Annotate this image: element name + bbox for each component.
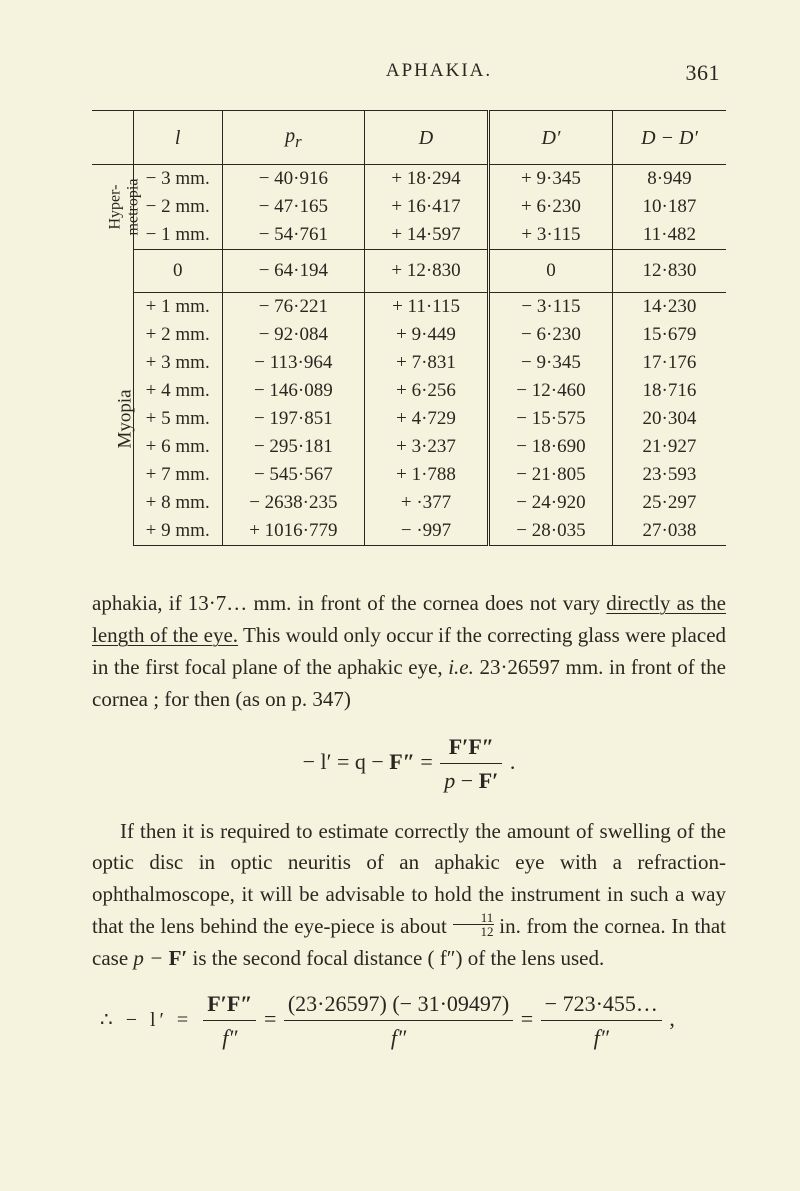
cell: + 3·115 (488, 221, 612, 250)
cell: 0 (488, 250, 612, 293)
cell: + 11·115 (365, 293, 489, 322)
cell: + 3 mm. (133, 349, 222, 377)
col-Dp: D′ (488, 111, 612, 165)
table-row: 0− 64·194+ 12·830012·830 (92, 250, 726, 293)
cell: + 9 mm. (133, 517, 222, 546)
cell: − 113·964 (222, 349, 364, 377)
cell: − 64·194 (222, 250, 364, 293)
data-table: l pr D D′ D − D′ Hyper-metropia− 3 mm.− … (92, 110, 726, 546)
table-row: + 3 mm.− 113·964+ 7·831− 9·34517·176 (92, 349, 726, 377)
formula-1: − l′ = q − F″ = F′F″p − F′ . (92, 730, 726, 798)
cell: 10·187 (612, 193, 726, 221)
cell: − 197·851 (222, 405, 364, 433)
cell: 20·304 (612, 405, 726, 433)
table-row: + 5 mm.− 197·851+ 4·729− 15·57520·304 (92, 405, 726, 433)
table-header-row: l pr D D′ D − D′ (92, 111, 726, 165)
table-row: + 6 mm.− 295·181+ 3·237− 18·69021·927 (92, 433, 726, 461)
cell: 23·593 (612, 461, 726, 489)
table-row: + 8 mm.− 2638·235+ ·377− 24·92025·297 (92, 489, 726, 517)
cell: + 14·597 (365, 221, 489, 250)
cell: 18·716 (612, 377, 726, 405)
cell: 27·038 (612, 517, 726, 546)
table-body: Hyper-metropia− 3 mm.− 40·916+ 18·294+ 9… (92, 165, 726, 546)
cell: − 47·165 (222, 193, 364, 221)
cell: + 1 mm. (133, 293, 222, 322)
cell: + 4·729 (365, 405, 489, 433)
cell: + 1016·779 (222, 517, 364, 546)
cell: − 18·690 (488, 433, 612, 461)
cell: 25·297 (612, 489, 726, 517)
header-title: APHAKIA. (98, 60, 660, 86)
cell: 0 (133, 250, 222, 293)
col-Diff: D − D′ (612, 111, 726, 165)
cell: − 545·567 (222, 461, 364, 489)
group-label-myopia: Myopia (92, 293, 133, 546)
cell: − 2638·235 (222, 489, 364, 517)
cell: + 16·417 (365, 193, 489, 221)
col-l: l (133, 111, 222, 165)
cell: + 6·256 (365, 377, 489, 405)
cell: − 146·089 (222, 377, 364, 405)
cell: − 21·805 (488, 461, 612, 489)
cell: + 3·237 (365, 433, 489, 461)
cell: − 2 mm. (133, 193, 222, 221)
col-pr: pr (222, 111, 364, 165)
cell: − 54·761 (222, 221, 364, 250)
table-row: Hyper-metropia− 3 mm.− 40·916+ 18·294+ 9… (92, 165, 726, 194)
paragraph-1: aphakia, if 13·7… mm. in front of the co… (92, 588, 726, 716)
cell: − 3 mm. (133, 165, 222, 194)
cell: − 76·221 (222, 293, 364, 322)
page: APHAKIA. 361 l pr D D′ D − D′ Hyper-metr… (0, 0, 800, 1191)
page-number: 361 (660, 60, 720, 86)
cell: + ·377 (365, 489, 489, 517)
cell: + 4 mm. (133, 377, 222, 405)
cell: + 5 mm. (133, 405, 222, 433)
cell: + 6·230 (488, 193, 612, 221)
cell: + 9·345 (488, 165, 612, 194)
col-D: D (365, 111, 489, 165)
cell: + 1·788 (365, 461, 489, 489)
formula-2: ∴ − l′ = F′F″f″ = (23·26597) (− 31·09497… (92, 987, 726, 1055)
table-row: − 2 mm.− 47·165+ 16·417+ 6·23010·187 (92, 193, 726, 221)
table-row: + 4 mm.− 146·089+ 6·256− 12·46018·716 (92, 377, 726, 405)
cell: 8·949 (612, 165, 726, 194)
cell: − ·997 (365, 517, 489, 546)
cell: − 3·115 (488, 293, 612, 322)
running-head: APHAKIA. 361 (92, 60, 726, 86)
table-row: − 1 mm.− 54·761+ 14·597+ 3·11511·482 (92, 221, 726, 250)
cell: − 12·460 (488, 377, 612, 405)
cell: + 8 mm. (133, 489, 222, 517)
body-text: aphakia, if 13·7… mm. in front of the co… (92, 588, 726, 1055)
cell: + 12·830 (365, 250, 489, 293)
cell: 21·927 (612, 433, 726, 461)
cell: + 7 mm. (133, 461, 222, 489)
cell: + 18·294 (365, 165, 489, 194)
cell: + 2 mm. (133, 321, 222, 349)
table-row: + 2 mm.− 92·084+ 9·449− 6·23015·679 (92, 321, 726, 349)
cell: − 28·035 (488, 517, 612, 546)
group-label-hyper: Hyper-metropia (92, 165, 133, 250)
cell: 15·679 (612, 321, 726, 349)
cell: − 9·345 (488, 349, 612, 377)
cell: − 15·575 (488, 405, 612, 433)
cell: 11·482 (612, 221, 726, 250)
cell: − 295·181 (222, 433, 364, 461)
cell: 14·230 (612, 293, 726, 322)
cell: − 24·920 (488, 489, 612, 517)
cell: + 7·831 (365, 349, 489, 377)
cell: 12·830 (612, 250, 726, 293)
table-row: + 9 mm.+ 1016·779− ·997− 28·03527·038 (92, 517, 726, 546)
cell: + 6 mm. (133, 433, 222, 461)
cell: − 40·916 (222, 165, 364, 194)
table-row: + 7 mm.− 545·567+ 1·788− 21·80523·593 (92, 461, 726, 489)
cell: − 6·230 (488, 321, 612, 349)
cell: 17·176 (612, 349, 726, 377)
cell: + 9·449 (365, 321, 489, 349)
cell: − 92·084 (222, 321, 364, 349)
cell: − 1 mm. (133, 221, 222, 250)
paragraph-2: If then it is required to estimate corre… (92, 816, 726, 976)
table-row: Myopia+ 1 mm.− 76·221+ 11·115− 3·11514·2… (92, 293, 726, 322)
